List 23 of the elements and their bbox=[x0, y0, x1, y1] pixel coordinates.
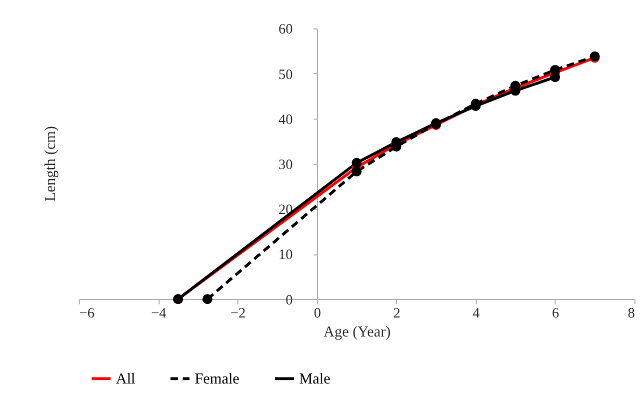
x-tick-label: 2 bbox=[393, 306, 400, 322]
x-tick-label: −2 bbox=[230, 306, 246, 322]
point bbox=[550, 72, 560, 82]
y-tick-label: 0 bbox=[286, 292, 293, 308]
x-tick-label: 6 bbox=[552, 306, 560, 322]
legend-label: Female bbox=[194, 370, 240, 388]
x-axis-title: Age (Year) bbox=[324, 324, 391, 341]
x-tick-label: −4 bbox=[151, 306, 166, 322]
y-tick-label: 30 bbox=[278, 156, 293, 173]
point bbox=[202, 294, 212, 304]
y-tick-label: 60 bbox=[278, 22, 293, 38]
point bbox=[352, 158, 362, 168]
y-tick-label: 10 bbox=[278, 247, 293, 264]
x-tick-label: 8 bbox=[628, 306, 635, 322]
y-tick-label: 50 bbox=[278, 66, 293, 83]
y-axis-title: Length (cm) bbox=[42, 126, 60, 202]
point bbox=[352, 166, 362, 176]
legend-label: All bbox=[116, 370, 136, 388]
x-tick-label: 4 bbox=[472, 306, 480, 322]
y-tick-label: 40 bbox=[278, 112, 293, 128]
legend-label: Male bbox=[299, 370, 331, 388]
x-tick-label: −6 bbox=[79, 306, 94, 322]
x-tick-label: 0 bbox=[314, 306, 321, 322]
